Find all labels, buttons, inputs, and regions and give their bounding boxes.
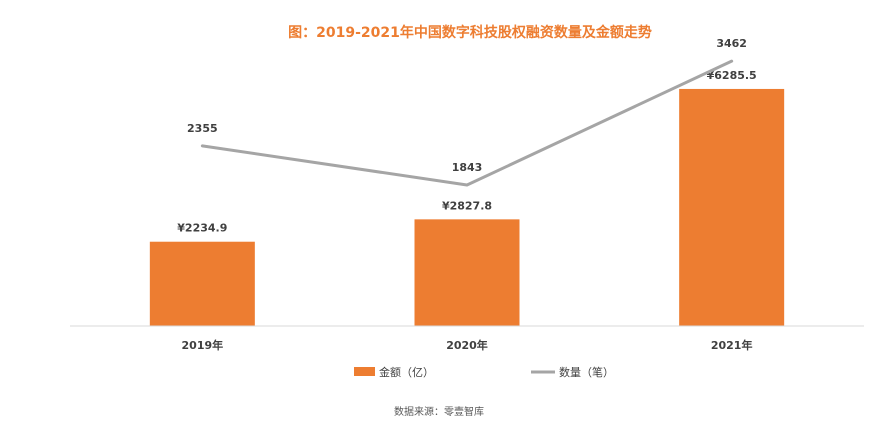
source-note: 数据来源：零壹智库 [394, 405, 484, 418]
legend-label-count: 数量（笔） [559, 365, 614, 379]
x-tick-label-3: 2021年 [711, 338, 753, 352]
legend-swatch-amount [354, 367, 375, 376]
bar-label-2: ¥2827.8 [442, 199, 492, 212]
plot-area: ¥2234.9 ¥2827.8 ¥6285.5 2355 1843 3462 2019年 20… [149, 37, 785, 352]
bar-1 [149, 241, 255, 326]
legend-label-amount: 金额（亿） [379, 365, 434, 379]
bar-3 [679, 88, 785, 326]
x-tick-label-2: 2020年 [446, 338, 488, 352]
bar-label-1: ¥2234.9 [177, 222, 227, 235]
bar-label-3: ¥6285.5 [707, 69, 757, 82]
line-label-3: 3462 [716, 37, 747, 50]
legend: 金额（亿） 数量（笔） [354, 365, 614, 379]
line-label-1: 2355 [187, 122, 218, 135]
chart-title: 图：2019-2021年中国数字科技股权融资数量及金额走势 [288, 24, 652, 41]
line-label-2: 1843 [452, 161, 483, 174]
bar-2 [414, 219, 520, 326]
line-series-count [200, 59, 734, 187]
x-tick-label-1: 2019年 [182, 338, 224, 352]
